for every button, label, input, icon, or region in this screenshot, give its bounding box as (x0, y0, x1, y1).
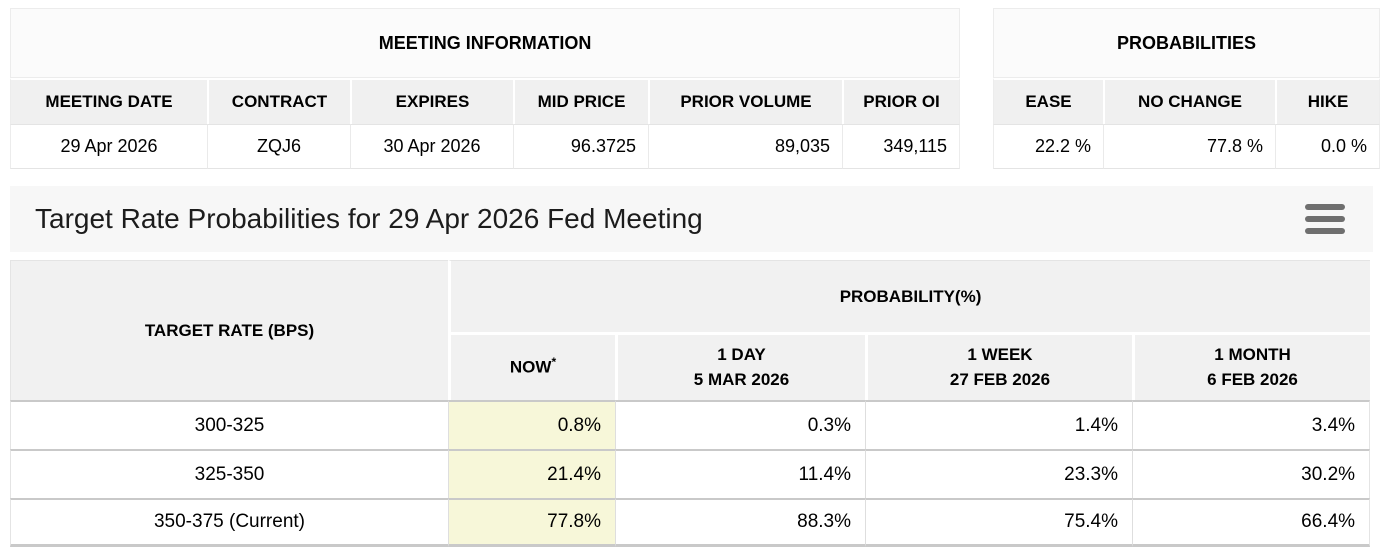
rate-table-subheader-row: NOW* 1 DAY 5 MAR 2026 1 WEEK 27 FEB 2026… (10, 332, 1371, 400)
table-row: 350-375 (Current) 77.8% 88.3% 75.4% 66.4… (10, 498, 1371, 547)
week-probability: 23.3% (865, 449, 1132, 498)
prior-oi-value: 349,115 (842, 124, 961, 169)
meeting-date-value: 29 Apr 2026 (10, 124, 207, 169)
table-row: 300-325 0.8% 0.3% 1.4% 3.4% (10, 400, 1371, 449)
contract-value: ZQJ6 (207, 124, 350, 169)
probabilities-header-row: EASE NO CHANGE HIKE (993, 78, 1381, 124)
col-now: NOW* (448, 332, 615, 400)
hike-value: 0.0 % (1275, 124, 1381, 169)
month-probability: 3.4% (1132, 400, 1371, 449)
col-prior-oi: PRIOR OI (842, 78, 961, 124)
probability-group-header: PROBABILITY(%) (448, 260, 1371, 332)
meeting-information-title: MEETING INFORMATION (10, 8, 961, 78)
col-expires: EXPIRES (350, 78, 513, 124)
meeting-information-data-row: 29 Apr 2026 ZQJ6 30 Apr 2026 96.3725 89,… (10, 124, 961, 169)
now-probability: 77.8% (448, 498, 615, 547)
month-probability: 30.2% (1132, 449, 1371, 498)
month-probability: 66.4% (1132, 498, 1371, 547)
col-target-rate-bps: TARGET RATE (BPS) (10, 260, 448, 400)
col-prior-volume: PRIOR VOLUME (648, 78, 842, 124)
col-ease: EASE (993, 78, 1103, 124)
no-change-value: 77.8 % (1103, 124, 1275, 169)
target-rate-label: 300-325 (10, 400, 448, 449)
page-title: Target Rate Probabilities for 29 Apr 202… (35, 203, 703, 234)
col-1-day: 1 DAY 5 MAR 2026 (615, 332, 865, 400)
mid-price-value: 96.3725 (513, 124, 648, 169)
day-probability: 11.4% (615, 449, 865, 498)
col-1-month: 1 MONTH 6 FEB 2026 (1132, 332, 1371, 400)
hamburger-menu-icon[interactable] (1305, 203, 1345, 235)
day-probability: 88.3% (615, 498, 865, 547)
ease-value: 22.2 % (993, 124, 1103, 169)
week-probability: 75.4% (865, 498, 1132, 547)
expires-value: 30 Apr 2026 (350, 124, 513, 169)
meeting-information-header-row: MEETING DATE CONTRACT EXPIRES MID PRICE … (10, 78, 961, 124)
prior-volume-value: 89,035 (648, 124, 842, 169)
col-mid-price: MID PRICE (513, 78, 648, 124)
col-hike: HIKE (1275, 78, 1381, 124)
table-row: 325-350 21.4% 11.4% 23.3% 30.2% (10, 449, 1371, 498)
col-no-change: NO CHANGE (1103, 78, 1275, 124)
target-rate-label: 350-375 (Current) (10, 498, 448, 547)
col-1-week: 1 WEEK 27 FEB 2026 (865, 332, 1132, 400)
day-probability: 0.3% (615, 400, 865, 449)
week-probability: 1.4% (865, 400, 1132, 449)
meeting-information-table: MEETING INFORMATION MEETING DATE CONTRAC… (10, 8, 961, 169)
section-title-bar: Target Rate Probabilities for 29 Apr 202… (10, 186, 1373, 252)
target-rate-probabilities-table: TARGET RATE (BPS) PROBABILITY(%) NOW* 1 … (10, 260, 1371, 547)
now-asterisk: * (551, 355, 557, 370)
now-probability: 21.4% (448, 449, 615, 498)
probabilities-data-row: 22.2 % 77.8 % 0.0 % (993, 124, 1381, 169)
probabilities-title: PROBABILITIES (993, 8, 1381, 78)
col-contract: CONTRACT (207, 78, 350, 124)
now-probability: 0.8% (448, 400, 615, 449)
probabilities-table: PROBABILITIES EASE NO CHANGE HIKE 22.2 %… (993, 8, 1381, 169)
col-meeting-date: MEETING DATE (10, 78, 207, 124)
target-rate-label: 325-350 (10, 449, 448, 498)
